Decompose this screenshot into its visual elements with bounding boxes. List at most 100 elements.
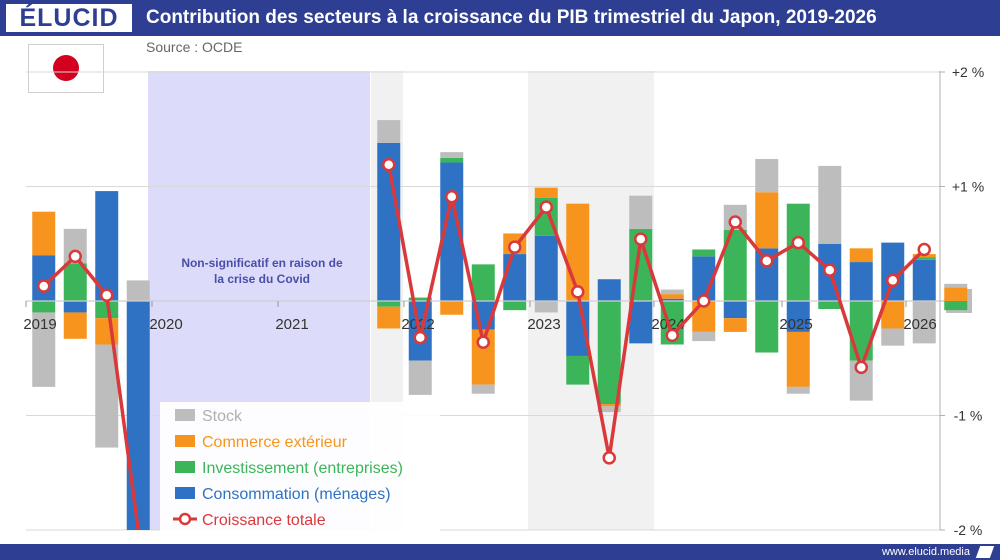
bar-segment: [881, 328, 905, 346]
bar-segment: [440, 152, 464, 158]
legend: Stock Commerce extérieur Investissement (e…: [160, 402, 440, 544]
header-bar: ÉLUCID Contribution des secteurs à la cr…: [0, 0, 1000, 36]
brand-mark-icon: [975, 546, 995, 558]
footer-site[interactable]: www.elucid.media: [881, 546, 970, 558]
bar-segment: [849, 248, 873, 263]
bar-segment: [660, 294, 684, 299]
bar-segment: [944, 287, 968, 301]
source-note: Source : OCDE: [146, 39, 243, 55]
growth-point: [602, 451, 616, 465]
bar-segment: [95, 344, 119, 448]
bar-segment: [849, 301, 873, 361]
bar-segment: [849, 262, 873, 301]
bar-segment: [32, 301, 56, 313]
x-tick-label: 2020: [149, 316, 182, 333]
bar-segment: [723, 230, 747, 301]
growth-point: [791, 235, 805, 250]
growth-point: [665, 328, 679, 343]
bar-segment: [723, 318, 747, 332]
growth-point: [100, 288, 114, 303]
y-tick-label: -2 %: [954, 522, 983, 538]
bar-segment: [912, 301, 936, 344]
bar-segment: [786, 301, 810, 332]
bar-segment: [660, 298, 684, 301]
bar-segment: [32, 211, 56, 256]
legend-label[interactable]: Investissement (entreprises): [202, 460, 403, 477]
bar-segment: [566, 355, 590, 385]
bar-segment: [471, 384, 495, 394]
legend-box: [160, 402, 440, 544]
bar-segment: [126, 301, 150, 530]
bars-group: [32, 120, 968, 530]
footer-bar: www.elucid.media: [0, 544, 1000, 560]
bar-segment: [786, 203, 810, 301]
bar-segment: [534, 235, 558, 301]
legend-swatch: [175, 461, 195, 473]
bar-segment: [440, 301, 464, 315]
bar-segment: [503, 301, 527, 311]
legend-swatch: [175, 409, 195, 421]
bar-segment: [95, 191, 119, 301]
growth-line: [387, 164, 926, 460]
bar-segment: [126, 280, 150, 301]
x-tick-label: 2021: [275, 316, 308, 333]
bar-segment: [786, 386, 810, 394]
legend-swatch: [175, 435, 195, 447]
bar-segment: [408, 297, 432, 301]
bar-segment: [597, 406, 621, 413]
bar-segment: [377, 120, 401, 143]
covid-annotation: la crise du Covid: [214, 272, 310, 286]
bar-segment: [63, 312, 87, 339]
bar-segment: [534, 187, 558, 198]
legend-label[interactable]: Commerce extérieur: [202, 434, 348, 451]
growth-point: [728, 215, 742, 229]
bar-segment: [692, 249, 716, 257]
bar-segment: [377, 142, 401, 301]
growth-point: [886, 273, 900, 288]
bar-segment: [755, 301, 779, 353]
x-tick-label: 2025: [779, 316, 812, 333]
growth-point: [413, 330, 427, 345]
bar-segment: [944, 301, 968, 311]
x-tick-label: 2019: [23, 316, 56, 333]
growth-point: [445, 190, 459, 204]
growth-point: [571, 285, 585, 299]
x-tick-label: 2026: [903, 316, 936, 333]
bar-segment: [818, 165, 842, 244]
bar-segment: [597, 279, 621, 301]
bar-segment: [912, 257, 936, 260]
bar-segment: [95, 318, 119, 345]
bar-segment: [471, 264, 495, 301]
bar-segment: [63, 301, 87, 313]
bar-segment: [377, 306, 401, 329]
growth-point: [382, 157, 396, 172]
bar-segment: [660, 289, 684, 295]
bar-segment: [408, 360, 432, 395]
bar-segment: [32, 312, 56, 387]
logo[interactable]: ÉLUCID: [6, 4, 132, 32]
growth-point: [68, 249, 82, 264]
bar-segment: [440, 157, 464, 163]
bar-segment: [95, 301, 119, 319]
growth-point: [476, 335, 490, 349]
bar-segment: [692, 331, 716, 342]
bar-segment: [755, 159, 779, 193]
japan-flag-icon: [28, 44, 104, 93]
bar-segment: [881, 242, 905, 301]
growth-line: [42, 254, 140, 530]
legend-label[interactable]: Stock: [202, 408, 243, 425]
bar-segment: [881, 301, 905, 329]
y-tick-label: +1 %: [952, 179, 984, 195]
legend-label[interactable]: Croissance totale: [202, 512, 326, 529]
legend-marker: [178, 512, 192, 526]
bar-segment: [944, 283, 968, 288]
growth-point: [823, 263, 837, 277]
growth-point: [854, 360, 868, 375]
bar-segment: [534, 301, 558, 313]
x-tick-label: 2023: [527, 316, 560, 333]
legend-label[interactable]: Consommation (ménages): [202, 486, 391, 503]
bar-segment: [597, 301, 621, 405]
growth-point: [508, 240, 522, 254]
bar-segment: [629, 195, 653, 229]
growth-point: [634, 232, 648, 246]
